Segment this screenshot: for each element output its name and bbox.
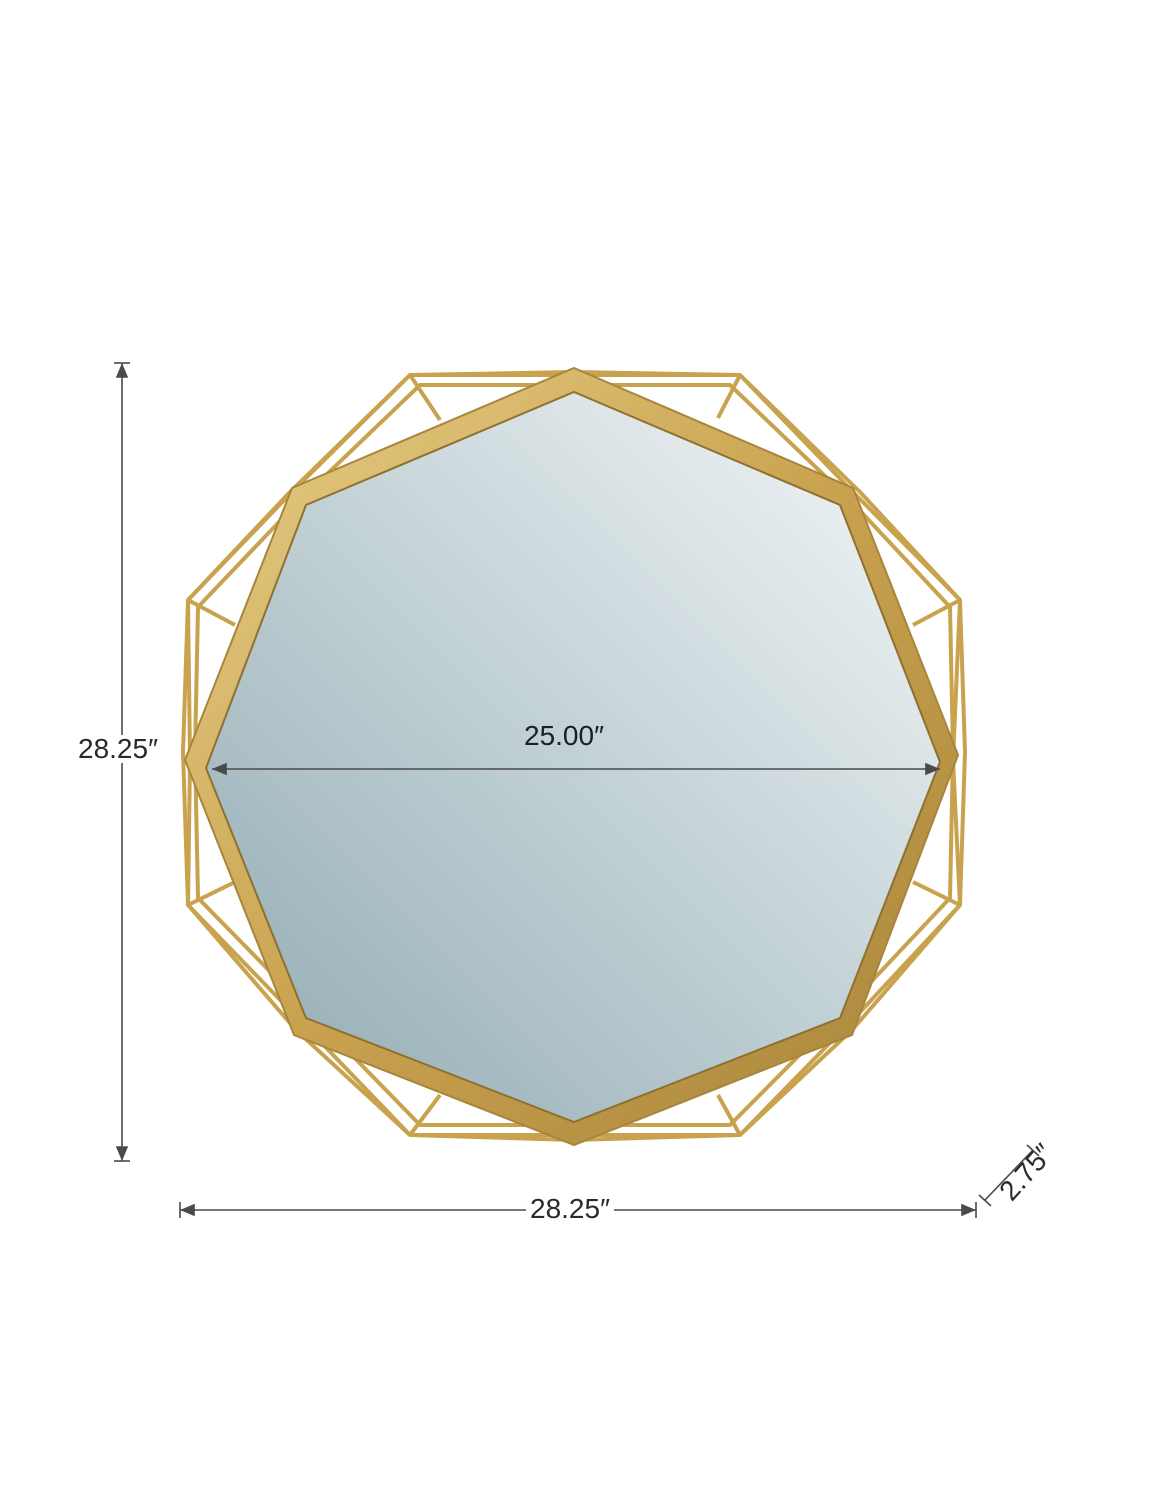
cage-spoke <box>410 1095 440 1135</box>
cage-spoke <box>410 375 440 420</box>
width-arrow-left <box>182 1205 194 1215</box>
cage-spoke <box>718 375 740 418</box>
width-arrow-right <box>962 1205 974 1215</box>
height-arrow-bottom <box>117 1147 127 1159</box>
cage-spoke <box>913 600 960 625</box>
cage-spoke <box>718 1095 740 1135</box>
height-label: 28.25″ <box>74 735 162 763</box>
width-label: 28.25″ <box>526 1195 614 1223</box>
mirror-glass <box>206 392 940 1122</box>
cage-spoke <box>953 600 960 760</box>
height-arrow-top <box>117 365 127 377</box>
cage-spoke <box>188 882 235 905</box>
cage-spoke <box>188 600 235 625</box>
cage-spoke <box>188 760 190 905</box>
cage-spoke <box>913 882 960 905</box>
inner-width-label: 25.00″ <box>520 722 608 750</box>
cage-spoke <box>188 600 190 760</box>
cage-spoke <box>953 760 960 905</box>
